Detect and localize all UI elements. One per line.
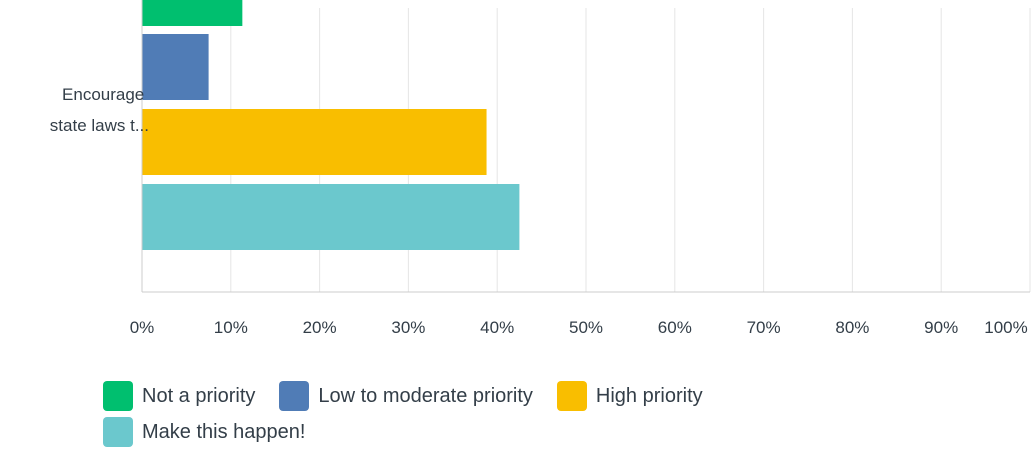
x-tick-labels: 0% 10% 20% 30% 40% 50% 60% 70% 80% 90% 100% — [130, 318, 1028, 337]
legend-swatch-high-priority — [556, 381, 587, 411]
x-tick-label-70pct: 70% — [747, 318, 781, 337]
legend-item-make-this-happen[interactable]: Make this happen! — [103, 417, 305, 447]
legend-label-low-to-moderate-priority: Low to moderate priority — [318, 384, 533, 407]
category-label-line-1: Encourage — [62, 85, 144, 104]
x-tick-label-90pct: 90% — [924, 318, 958, 337]
legend-label-not-a-priority: Not a priority — [142, 384, 256, 407]
x-tick-label-30pct: 30% — [391, 318, 425, 337]
x-tick-label-60pct: 60% — [658, 318, 692, 337]
bar-low-to-moderate-priority[interactable] — [142, 34, 209, 100]
legend-swatch-low-to-moderate-priority — [279, 381, 310, 411]
x-tick-label-40pct: 40% — [480, 318, 514, 337]
x-tick-label-20pct: 20% — [303, 318, 337, 337]
legend-swatch-not-a-priority — [103, 381, 133, 411]
legend-label-high-priority: High priority — [595, 384, 703, 407]
x-tick-label-0pct: 0% — [130, 318, 155, 337]
gridlines — [230, 8, 1031, 292]
x-tick-label-50pct: 50% — [569, 318, 603, 337]
legend-item-not-a-priority[interactable]: Not a priority — [103, 381, 255, 411]
bar-high-priority[interactable] — [142, 109, 487, 175]
legend-row-2: Make this happen! — [103, 414, 1003, 450]
legend-item-high-priority[interactable]: High priority — [556, 381, 703, 411]
bar-make-this-happen[interactable] — [142, 184, 520, 250]
legend-swatch-make-this-happen — [103, 417, 133, 447]
x-tick-label-80pct: 80% — [835, 318, 869, 337]
legend: Not a priority Low to moderate priority … — [103, 378, 1003, 450]
category-label-line-2: state laws t... — [50, 116, 149, 135]
legend-label-make-this-happen: Make this happen! — [142, 420, 306, 443]
category-label: Encourage state laws t... — [50, 85, 149, 135]
x-tick-label-10pct: 10% — [214, 318, 248, 337]
legend-row-1: Not a priority Low to moderate priority … — [103, 378, 1003, 414]
bar-not-a-priority[interactable] — [142, 0, 243, 26]
bars — [142, 0, 520, 250]
legend-item-low-to-moderate-priority[interactable]: Low to moderate priority — [279, 381, 533, 411]
x-tick-label-100pct: 100% — [984, 318, 1027, 337]
